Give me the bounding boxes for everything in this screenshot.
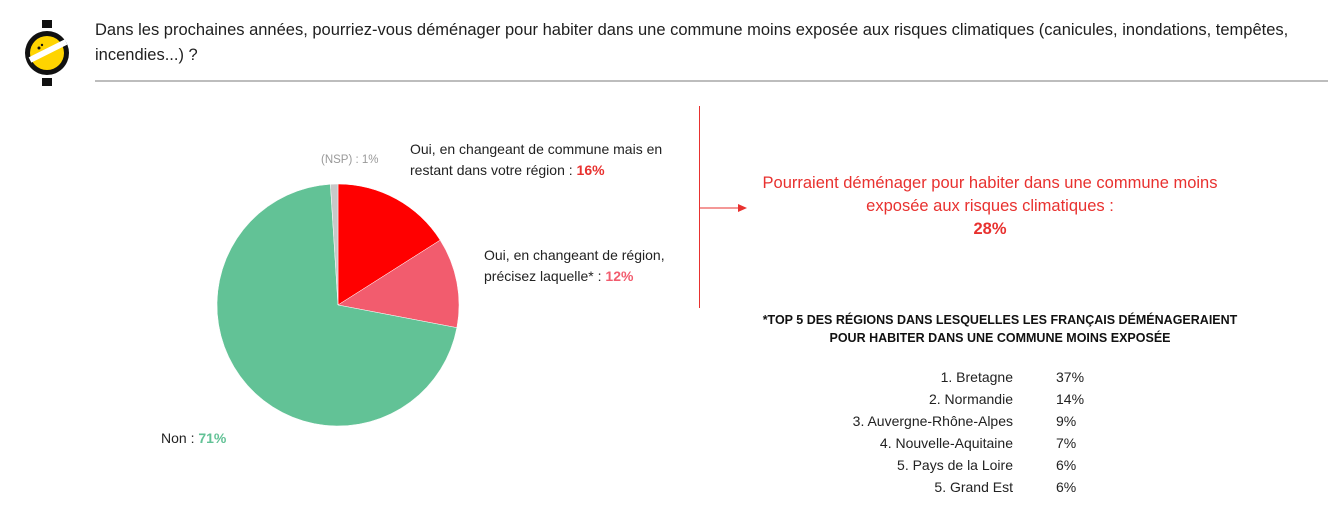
callout-value: 28%: [973, 220, 1007, 238]
question-title: Dans les prochaines années, pourriez-vou…: [95, 21, 1289, 64]
slice-nsp: [330, 183, 339, 306]
region-name: 5. Grand Est: [934, 479, 1013, 495]
region-name: 5. Pays de la Loire: [897, 457, 1013, 473]
table-row: 3. Auvergne-Rhône-Alpes 9%: [760, 410, 1240, 432]
region-pct: 6%: [1056, 457, 1077, 473]
slice-oui-autre-region: [337, 239, 460, 328]
pie-chart: [216, 183, 460, 427]
region-name: 2. Normandie: [928, 391, 1013, 407]
table-row: 5. Grand Est 6%: [760, 476, 1240, 498]
arrow-right-icon: [700, 204, 747, 212]
non-label: Non : 71%: [161, 428, 226, 449]
oui-region-label: Oui, en changeant de commune mais en res…: [410, 139, 680, 181]
top-regions-table: 1. Bretagne 37% 2. Normandie 14% 3. Auvergne…: [760, 366, 1240, 498]
region-name: 1. Bretagne: [940, 369, 1013, 385]
region-pct: 7%: [1056, 435, 1077, 451]
table-row: 2. Normandie 14%: [760, 388, 1240, 410]
slice-non: [216, 183, 458, 427]
region-pct: 6%: [1056, 479, 1077, 495]
oui-autre-region-label: Oui, en changeant de région, précisez la…: [484, 245, 704, 287]
region-name: 3. Auvergne-Rhône-Alpes: [852, 413, 1013, 429]
table-row: 1. Bretagne 37%: [760, 366, 1240, 388]
logo-icon: [25, 20, 69, 86]
top-regions-title: *TOP 5 DES RÉGIONS DANS LESQUELLES LES F…: [762, 313, 1238, 345]
oui-autre-text: Oui, en changeant de région, précisez la…: [484, 247, 665, 284]
table-row: 5. Pays de la Loire 6%: [760, 454, 1240, 476]
nsp-label: (NSP) : 1%: [321, 154, 379, 166]
region-pct: 14%: [1056, 391, 1085, 407]
bracket-line: [699, 106, 700, 308]
table-row: 4. Nouvelle-Aquitaine 7%: [760, 432, 1240, 454]
callout: Pourraient déménager pour habiter dans u…: [760, 172, 1220, 241]
region-name: 4. Nouvelle-Aquitaine: [879, 435, 1013, 451]
non-text: Non :: [161, 430, 199, 446]
region-pct: 37%: [1056, 369, 1085, 385]
region-pct: 9%: [1056, 413, 1077, 429]
header-divider: [95, 80, 1328, 82]
non-value: 71%: [198, 430, 227, 446]
callout-text: Pourraient déménager pour habiter dans u…: [762, 174, 1218, 215]
oui-region-value: 16%: [576, 162, 605, 178]
oui-region-text: Oui, en changeant de commune mais en res…: [410, 141, 663, 178]
slice-oui-region: [337, 183, 441, 306]
oui-autre-value: 12%: [605, 268, 634, 284]
